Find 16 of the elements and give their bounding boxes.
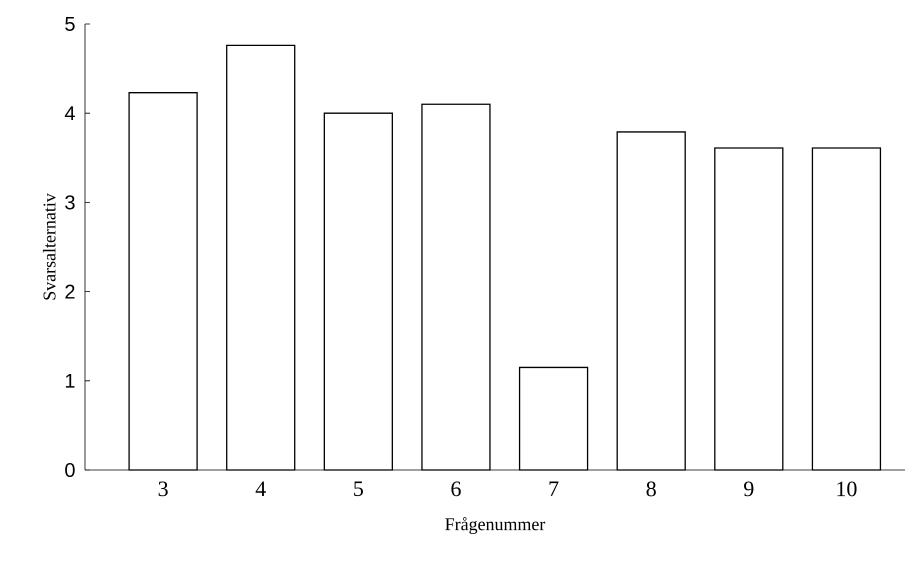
- y-tick-label: 0: [65, 462, 75, 478]
- x-tick-label: 3: [158, 482, 168, 496]
- x-tick-label: 6: [451, 482, 461, 496]
- y-axis-title: Svarsalternativ: [42, 193, 56, 300]
- x-tick-label: 9: [744, 482, 754, 496]
- x-axis-title: Frågenummer: [445, 517, 546, 534]
- y-tick-label: 2: [65, 284, 74, 299]
- x-tick-label: 10: [837, 482, 857, 496]
- y-tick-label: 5: [65, 17, 75, 31]
- y-tick-label: 3: [65, 195, 75, 210]
- x-tick-label: 7: [550, 482, 558, 496]
- y-tick-label: 1: [66, 374, 75, 388]
- y-tick-label: 4: [64, 106, 75, 120]
- x-tick-label: 8: [646, 482, 656, 496]
- x-tick-label: 5: [354, 482, 363, 496]
- x-tick-label: 4: [256, 482, 266, 496]
